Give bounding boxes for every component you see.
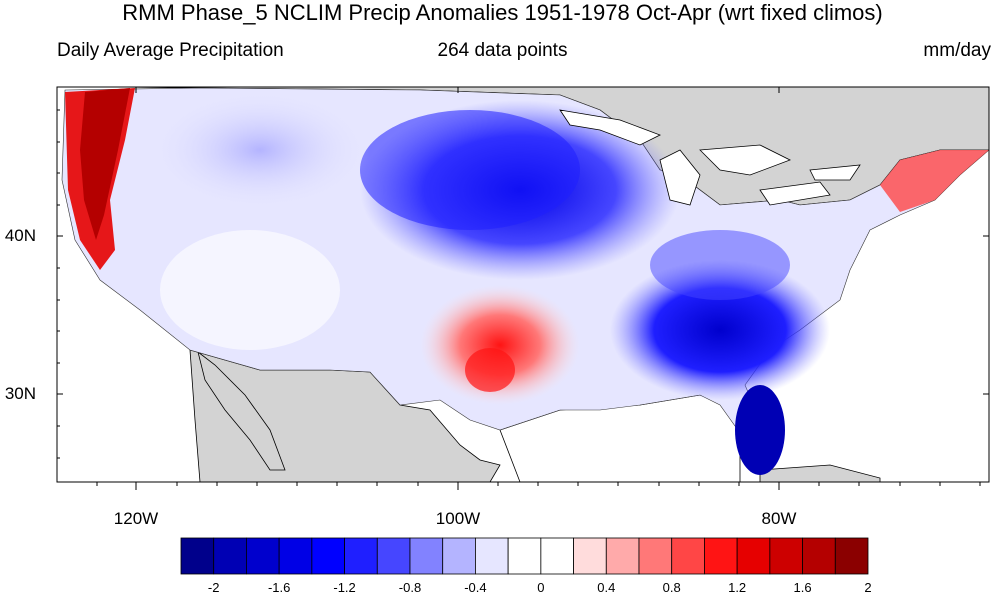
texas-wet-core [465, 348, 515, 392]
colorbar-tick-label: 0.4 [597, 580, 616, 595]
northwest-light-anomaly [150, 90, 370, 210]
colorbar-swatch [605, 537, 640, 575]
map-panel [57, 87, 989, 482]
ohio-valley-dry-anomaly [650, 230, 790, 300]
great-plains-dry-anomaly [360, 110, 580, 230]
colorbar-tick-label: 2 [864, 580, 872, 595]
colorbar-swatch [278, 537, 313, 575]
southeast-dry-anomaly [610, 260, 830, 400]
subtitle-center: 264 data points [437, 40, 568, 61]
colorbar-swatch [736, 537, 771, 575]
colorbar-swatch [638, 537, 673, 575]
colorbar-swatch [376, 537, 411, 575]
colorbar-swatch [475, 537, 509, 575]
colorbar-tick-label: -0.4 [464, 580, 487, 595]
lat-ticks [57, 109, 989, 459]
colorbar-swatch [442, 537, 476, 575]
colorbar-swatch [704, 537, 738, 575]
great-lakes [559, 109, 861, 206]
subtitle-units: mm/day [923, 40, 991, 61]
colorbar-swatch [802, 537, 836, 575]
colorbar [180, 537, 869, 575]
subtitle-left: Daily Average Precipitation [57, 40, 284, 61]
colorbar-swatch [769, 537, 803, 575]
colorbar-tick-label: 1.6 [793, 580, 812, 595]
colorbar-swatch [507, 537, 542, 575]
colorbar-tick-label: -1.6 [267, 580, 291, 595]
colorbar-swatch [344, 537, 378, 575]
plot-title: RMM Phase_5 NCLIM Precip Anomalies 1951-… [122, 0, 883, 25]
colorbar-swatch [834, 537, 869, 575]
colorbar-tick-label: -1.2 [333, 580, 356, 595]
colorbar-swatch [671, 537, 705, 575]
texas-wet-anomaly [420, 285, 580, 405]
new-england-wet-anomaly [880, 150, 989, 212]
colorbar-tick-label: -0.8 [398, 580, 422, 595]
colorbar-tick-label: 1.2 [728, 580, 747, 595]
colorbar-swatch [573, 537, 607, 575]
colorbar-tick-label: 0.8 [662, 580, 681, 595]
colorbar-swatch [311, 537, 345, 575]
colorbar-swatch [246, 537, 280, 575]
southwest-neutral [160, 230, 340, 350]
lat-label-40n: 40N [4, 226, 36, 245]
pacific-coast-wet-core [80, 88, 130, 240]
colorbar-swatch [540, 537, 574, 575]
lon-ticks [96, 87, 981, 490]
florida-dry-anomaly [735, 385, 785, 475]
colorbar-swatch [409, 537, 444, 575]
colorbar-swatch [180, 537, 215, 575]
lon-label-80w: 80W [761, 509, 797, 528]
colorbar-tick-label: -2 [207, 580, 220, 595]
cuba-land [759, 464, 881, 482]
lat-label-30n: 30N [4, 384, 36, 403]
lon-label-120w: 120W [113, 509, 159, 528]
colorbar-tick-label: 0 [537, 580, 545, 595]
colorbar-swatch [213, 537, 247, 575]
baja-peninsula [197, 350, 286, 471]
lon-label-100w: 100W [435, 509, 481, 528]
map-frame [56, 86, 990, 483]
